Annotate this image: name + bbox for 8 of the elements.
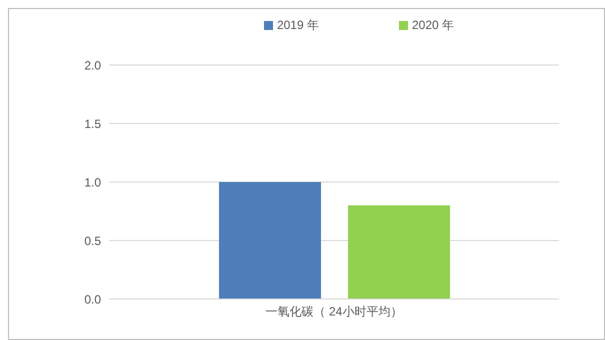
y-tick-label: 1.5 xyxy=(84,116,102,131)
y-tick-label: 0.0 xyxy=(84,292,102,306)
legend-label: 2019 年 xyxy=(276,18,319,32)
x-tick-label: 一氧化碳（ 24小时平均） xyxy=(266,304,402,319)
y-tick-label: 1.0 xyxy=(84,175,102,190)
legend-label: 2020 年 xyxy=(412,18,454,32)
y-tick-label: 2.0 xyxy=(84,58,102,72)
y-tick-label: 0.5 xyxy=(84,234,102,248)
